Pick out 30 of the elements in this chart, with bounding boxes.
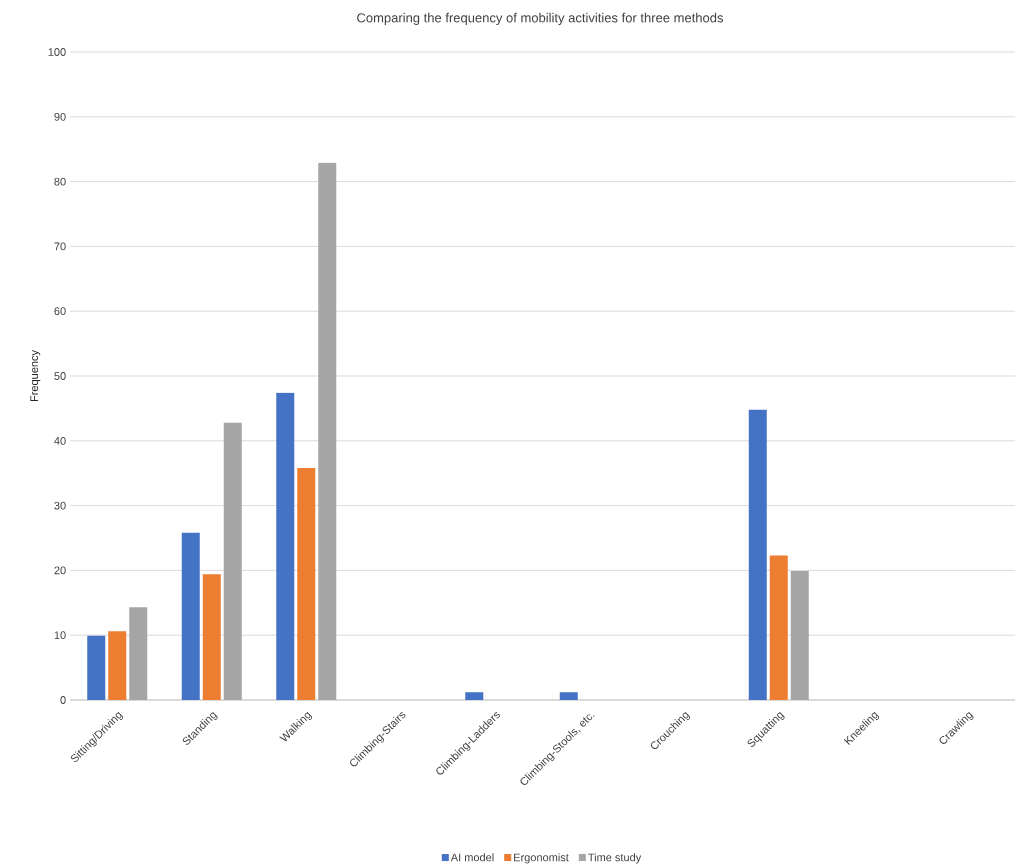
bar bbox=[276, 392, 295, 700]
bar bbox=[223, 422, 242, 700]
legend-label: Ergonomist bbox=[514, 853, 569, 864]
bar bbox=[748, 409, 767, 700]
y-axis-title: Frequency bbox=[30, 350, 41, 402]
y-tick-label: 30 bbox=[54, 501, 66, 510]
y-tick-label: 20 bbox=[54, 566, 66, 575]
y-tick-label: 10 bbox=[54, 631, 66, 640]
y-tick-label: 60 bbox=[54, 307, 66, 316]
bar bbox=[108, 631, 127, 700]
bar bbox=[87, 635, 106, 700]
y-tick-label: 50 bbox=[54, 372, 66, 380]
bar bbox=[790, 571, 809, 700]
y-tick-label: 100 bbox=[48, 48, 66, 56]
bar bbox=[465, 692, 484, 700]
bar bbox=[318, 162, 337, 700]
y-tick-label: 80 bbox=[54, 177, 66, 186]
legend-label: Time study bbox=[588, 853, 642, 864]
legend-label: AI model bbox=[450, 853, 494, 862]
y-tick-label: 40 bbox=[54, 436, 66, 445]
bar bbox=[202, 574, 221, 700]
y-tick-label: 90 bbox=[54, 112, 66, 121]
y-tick-label: 70 bbox=[54, 242, 66, 251]
bar bbox=[769, 555, 788, 700]
bar bbox=[181, 532, 200, 700]
chart-title: Comparing the frequency of mobility activities for three methods bbox=[357, 12, 724, 25]
bar bbox=[559, 692, 578, 700]
bar bbox=[129, 607, 148, 700]
bar bbox=[297, 468, 316, 700]
y-tick-label: 0 bbox=[60, 696, 66, 704]
